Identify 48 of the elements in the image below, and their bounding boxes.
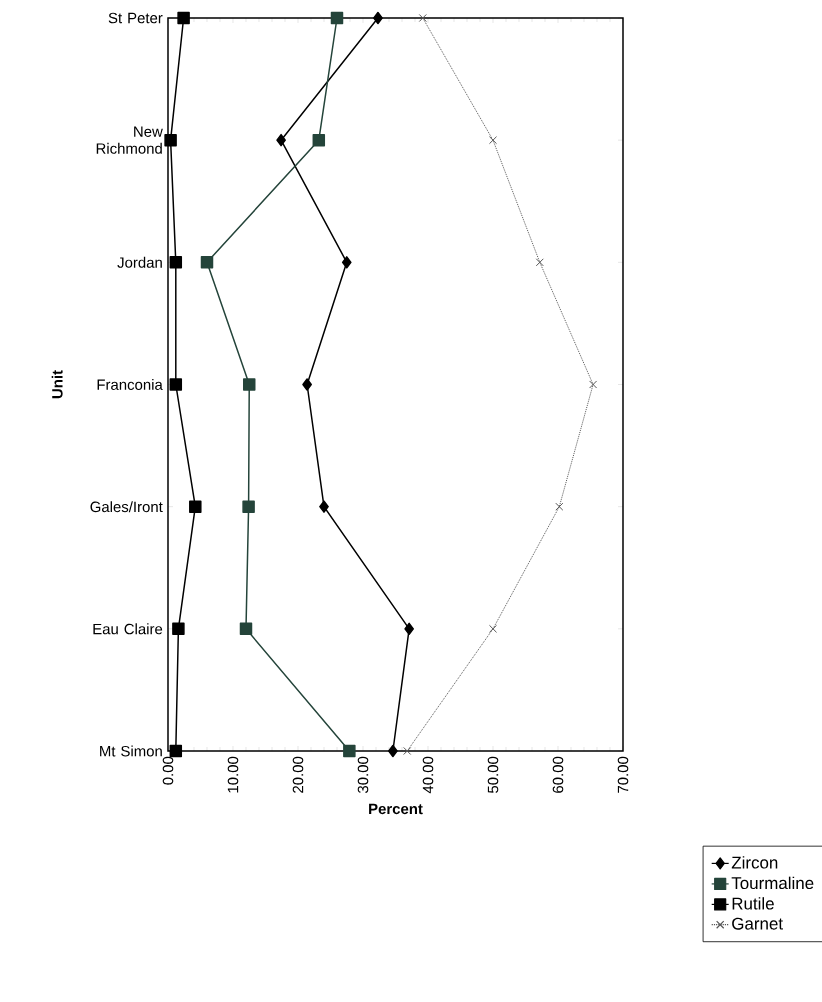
x-tick-label: 50.00	[487, 756, 499, 793]
point	[555, 502, 564, 511]
point	[276, 133, 286, 147]
point	[488, 624, 498, 633]
legend-label: Zircon	[731, 856, 778, 869]
point	[341, 256, 352, 269]
x-tick-label: 30.00	[357, 756, 369, 794]
point	[177, 11, 190, 25]
x-tick-label: 70.00	[617, 756, 629, 793]
point	[488, 136, 498, 145]
x-tick-label: 20.00	[292, 756, 304, 793]
y-tick-label: Gales/Iront	[90, 501, 163, 513]
legend-label: Garnet	[732, 917, 783, 930]
point	[373, 11, 383, 25]
point	[200, 256, 214, 269]
point	[312, 133, 326, 147]
y-axis-title: Unit	[51, 370, 63, 399]
legend-label: Rutile	[732, 897, 774, 910]
x-tick-label: 60.00	[552, 756, 564, 793]
point	[343, 744, 356, 758]
x-axis-title: Percent	[369, 803, 423, 815]
point	[172, 622, 185, 636]
y-tick-label: Mt Simon	[100, 745, 162, 757]
point	[330, 11, 344, 25]
point	[404, 622, 415, 636]
point	[169, 256, 183, 269]
point	[239, 622, 253, 636]
point	[164, 133, 177, 147]
x-tick-label: 10.00	[227, 756, 239, 793]
point	[302, 378, 312, 391]
point	[388, 744, 398, 758]
y-tick-label: Jordan	[117, 256, 162, 268]
point	[243, 378, 256, 391]
point	[242, 500, 255, 513]
point	[169, 378, 183, 391]
y-tick-label: Eau Claire	[93, 623, 163, 635]
legend-label: Tourmaline	[731, 876, 814, 890]
point	[589, 380, 598, 389]
point	[535, 258, 544, 267]
point	[403, 746, 412, 756]
point	[418, 13, 427, 23]
x-tick-label: 40.00	[422, 756, 434, 794]
x-tick-label: 0.00	[162, 756, 174, 785]
y-tick-label: Franconia	[97, 379, 163, 390]
point	[319, 500, 329, 513]
y-tick-label: St Peter	[108, 12, 163, 24]
y-tick-label: New Richmond	[96, 126, 163, 154]
point	[189, 500, 202, 513]
